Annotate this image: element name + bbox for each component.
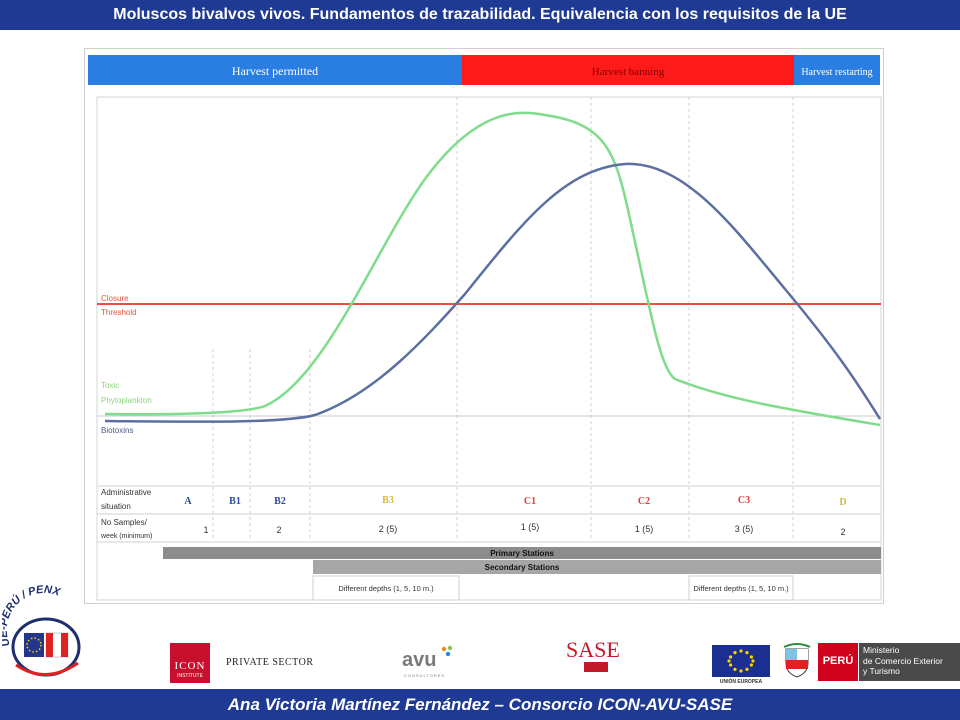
sase-tag	[584, 662, 608, 672]
phyto-label-1: Toxic	[101, 381, 119, 390]
situation-A: A	[184, 496, 192, 507]
primary-stations-label: Primary Stations	[490, 549, 554, 558]
phase-banning-label: Harvest banning	[592, 66, 665, 78]
samples-label-2: week (minimum)	[100, 533, 152, 540]
situation-codes: A B1 B2 B3 C1 C2 C3 D	[184, 495, 846, 508]
depths-right-label: Different depths (1, 5, 10 m.)	[693, 584, 789, 593]
phase-permitted-band	[88, 55, 462, 85]
samples-A: 1	[203, 525, 208, 535]
depths-left-label: Different depths (1, 5, 10 m.)	[338, 584, 434, 593]
avu-subtext: CONSULTORES	[404, 673, 446, 678]
phase-restarting-band	[794, 55, 880, 85]
peru-coat-of-arms-icon	[783, 643, 811, 678]
depths-box-right	[688, 575, 794, 601]
situation-C3: C3	[738, 495, 750, 506]
situation-C1: C1	[524, 496, 536, 507]
ministerio-box: Ministerio de Comercio Exterior y Turism…	[859, 643, 960, 681]
presenter-credit: Ana Victoria Martínez Fernández – Consor…	[0, 689, 960, 720]
bivalve-traceability-diagram: Harvest permitted Harvest banning Harves…	[84, 48, 884, 604]
plot-frame	[96, 96, 882, 601]
phase-banning-band	[462, 55, 794, 85]
depths-box-left	[312, 575, 460, 601]
closure-label: Closure	[101, 294, 129, 303]
biotoxins-curve	[104, 162, 882, 423]
samples-D: 2	[840, 527, 845, 537]
sase-logo: SASE	[566, 637, 620, 662]
situation-B3: B3	[382, 495, 394, 506]
union-europea-label: UNIÓN EUROPEA	[719, 679, 763, 685]
diagram-canvas: Harvest permitted Harvest banning Harves…	[88, 55, 882, 601]
biotoxins-label: Biotoxins	[101, 426, 133, 435]
samples-C2: 1 (5)	[635, 524, 654, 534]
samples-C3: 3 (5)	[735, 524, 754, 534]
secondary-stations-bar	[313, 560, 881, 574]
threshold-label: Threshold	[101, 308, 137, 317]
avu-logo: avu	[402, 649, 437, 671]
avu-dots-icon	[441, 645, 453, 657]
private-sector-label: PRIVATE SECTOR	[226, 657, 314, 668]
secondary-stations-label: Secondary Stations	[485, 563, 560, 572]
phyto-label-2: Phytoplankton	[101, 396, 152, 405]
situation-B1: B1	[229, 496, 241, 507]
admin-situation-label-2: situation	[101, 502, 131, 511]
phase-permitted-label: Harvest permitted	[232, 64, 318, 78]
peru-brand-box: PERÚ	[818, 643, 858, 681]
icon-logo-text: ICON	[174, 660, 206, 672]
samples-C1: 1 (5)	[521, 522, 540, 532]
peru-label: PERÚ	[822, 655, 854, 667]
samples-B3: 2 (5)	[379, 524, 398, 534]
stage-gridlines	[212, 97, 794, 539]
icon-logo-subtext: INSTITUTE	[177, 673, 203, 679]
situation-C2: C2	[638, 496, 650, 507]
ministerio-line-2: de Comercio Exterior	[863, 655, 943, 666]
primary-stations-bar	[163, 547, 881, 559]
phytoplankton-curve	[104, 111, 881, 427]
situation-D: D	[839, 497, 846, 508]
situation-B2: B2	[274, 496, 286, 507]
phase-restarting-label: Harvest restarting	[801, 67, 872, 78]
ministerio-line-3: y Turismo	[863, 666, 900, 676]
ue-peru-penx-logo: UE-PERÚ / PENX	[2, 585, 81, 677]
eu-flag-logo	[712, 645, 770, 677]
icon-institute-logo: ICON INSTITUTE	[170, 643, 210, 683]
slide-title: Moluscos bivalvos vivos. Fundamentos de …	[0, 0, 960, 30]
sample-counts: 1 2 2 (5) 1 (5) 1 (5) 3 (5) 2	[203, 522, 845, 537]
partner-logos-strip: UE-PERÚ / PENX ICON INSTITUTE PRIVATE SE…	[0, 585, 960, 689]
samples-B: 2	[276, 525, 281, 535]
ministerio-line-1: Ministerio	[863, 645, 900, 655]
admin-situation-label-1: Administrative	[101, 488, 152, 497]
samples-label-1: No Samples/	[101, 518, 148, 527]
